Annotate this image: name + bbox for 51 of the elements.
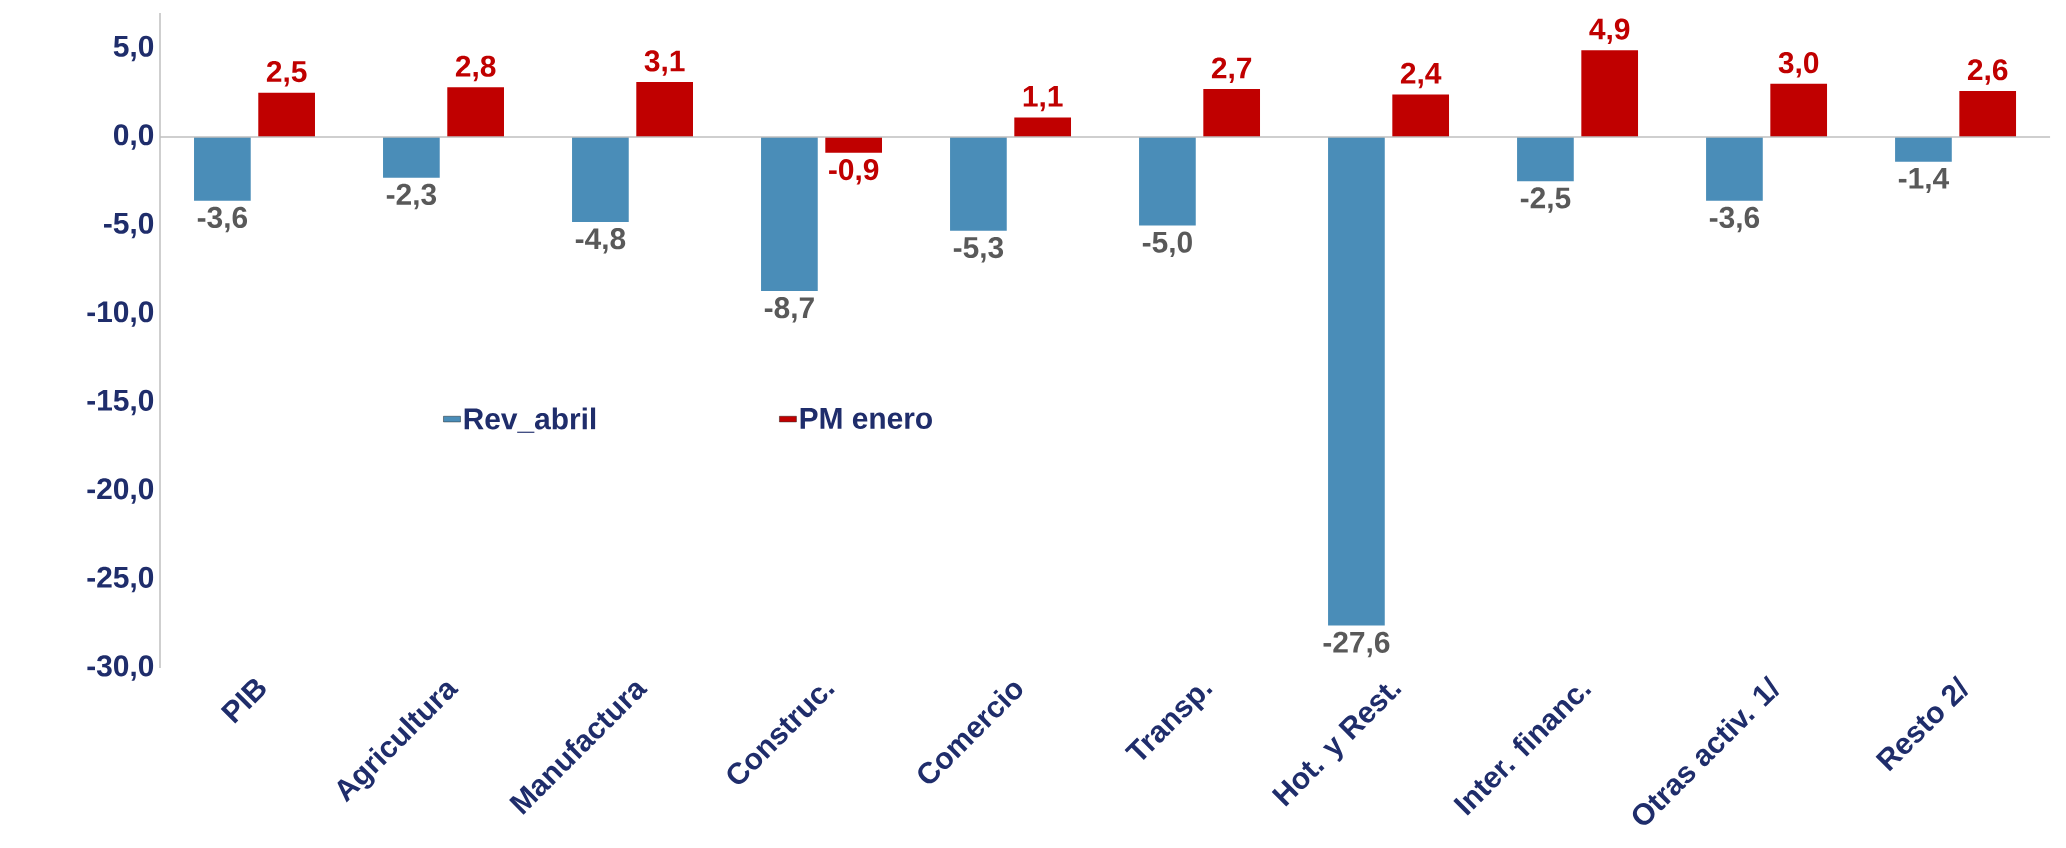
y-tick-label: -30,0 [87,655,154,681]
data-label: 2,8 [455,55,496,82]
y-tick-label: -10,0 [87,301,154,327]
bar [636,82,693,137]
x-tick-label: PIB [220,679,266,724]
data-label: -0,9 [829,159,879,185]
data-label: 2,5 [266,60,307,87]
bar [1203,89,1261,137]
bar [1706,136,1763,201]
data-label: -2,5 [1520,187,1571,213]
bar [1959,90,2017,137]
legend-label: PM enero [800,408,932,429]
data-label: 4,9 [1589,18,1630,44]
data-label: -5,0 [1142,231,1192,258]
data-label: -27,6 [1323,631,1390,658]
y-tick-label: -20,0 [87,478,154,504]
y-tick-label: -5,0 [104,212,154,239]
data-label: 2,7 [1211,57,1252,83]
data-label: -1,4 [1898,167,1950,194]
bar [1517,136,1574,182]
data-label: 2,6 [1967,59,2008,85]
bar [447,87,504,137]
data-label: -8,7 [764,297,814,323]
data-label: 2,4 [1400,62,1442,89]
data-label: -3,6 [1709,206,1760,233]
bar [1014,117,1072,137]
bar [825,136,882,153]
legend-label: Rev_abril [464,407,596,433]
bar [1392,94,1450,137]
y-tick-label: -25,0 [87,566,154,593]
bar [1770,83,1828,137]
y-tick-label: -15,0 [87,389,154,416]
y-tick-label: 5,0 [113,35,154,62]
bar [194,136,251,201]
data-label: -3,6 [197,206,248,233]
bar [1895,136,1952,162]
bar [258,92,315,137]
data-label: -5,3 [953,236,1004,263]
bar [1581,50,1639,137]
bar [761,136,818,291]
bar [383,136,440,178]
bar [1328,136,1385,626]
bar [572,136,629,222]
data-label: -2,3 [386,183,437,210]
data-label: 3,0 [1778,52,1819,78]
bar [1139,136,1196,226]
data-label: 1,1 [1023,86,1063,112]
data-label: -4,8 [575,228,626,254]
data-label: 3,1 [644,50,685,76]
bar [950,136,1007,231]
y-tick-label: 0,0 [113,124,154,150]
